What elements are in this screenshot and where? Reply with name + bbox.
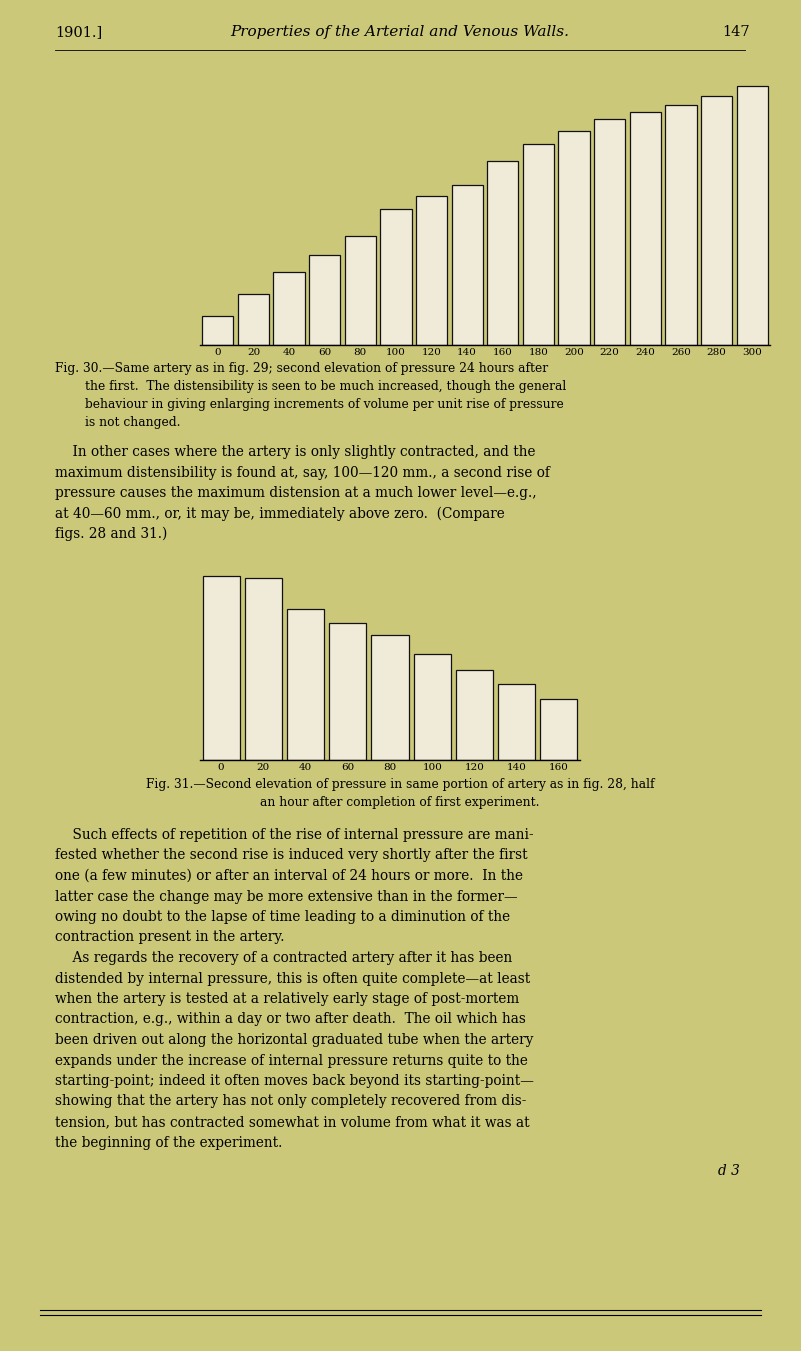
- Text: Fig. 30.—Same artery as in fig. 29; second elevation of pressure 24 hours after: Fig. 30.—Same artery as in fig. 29; seco…: [55, 362, 548, 376]
- Bar: [416, 196, 447, 345]
- Text: Such effects of repetition of the rise of internal pressure are mani-: Such effects of repetition of the rise o…: [55, 828, 533, 842]
- Bar: [701, 96, 732, 345]
- Text: distended by internal pressure, this is often quite complete—at least: distended by internal pressure, this is …: [55, 971, 530, 985]
- Bar: [380, 209, 412, 345]
- Bar: [630, 112, 661, 345]
- Text: tension, but has contracted somewhat in volume from what it was at: tension, but has contracted somewhat in …: [55, 1115, 529, 1129]
- Bar: [344, 235, 376, 345]
- Text: contraction, e.g., within a day or two after death.  The oil which has: contraction, e.g., within a day or two a…: [55, 1012, 526, 1027]
- Bar: [456, 670, 493, 761]
- Text: when the artery is tested at a relatively early stage of post-mortem: when the artery is tested at a relativel…: [55, 992, 519, 1006]
- Bar: [523, 143, 554, 345]
- Text: is not changed.: is not changed.: [85, 416, 180, 430]
- Bar: [498, 685, 535, 761]
- Bar: [202, 316, 233, 345]
- Text: pressure causes the maximum distension at a much lower level—e.g.,: pressure causes the maximum distension a…: [55, 486, 537, 500]
- Text: fested whether the second rise is induced very shortly after the first: fested whether the second rise is induce…: [55, 848, 528, 862]
- Text: owing no doubt to the lapse of time leading to a diminution of the: owing no doubt to the lapse of time lead…: [55, 911, 510, 924]
- Text: maximum distensibility is found at, say, 100—120 mm., a second rise of: maximum distensibility is found at, say,…: [55, 466, 549, 480]
- Text: at 40—60 mm., or, it may be, immediately above zero.  (Compare: at 40—60 mm., or, it may be, immediately…: [55, 507, 505, 521]
- Bar: [413, 654, 451, 761]
- Text: expands under the increase of internal pressure returns quite to the: expands under the increase of internal p…: [55, 1054, 528, 1067]
- Bar: [736, 85, 768, 345]
- Text: an hour after completion of first experiment.: an hour after completion of first experi…: [260, 796, 540, 809]
- Text: contraction present in the artery.: contraction present in the artery.: [55, 931, 284, 944]
- Bar: [309, 254, 340, 345]
- Text: In other cases where the artery is only slightly contracted, and the: In other cases where the artery is only …: [55, 444, 536, 459]
- Text: Fig. 31.—Second elevation of pressure in same portion of artery as in fig. 28, h: Fig. 31.—Second elevation of pressure in…: [146, 778, 654, 790]
- Bar: [594, 119, 626, 345]
- Bar: [452, 185, 483, 345]
- Text: Properties of the Arterial and Venous Walls.: Properties of the Arterial and Venous Wa…: [231, 26, 570, 39]
- Text: starting-point; indeed it often moves back beyond its starting-point—: starting-point; indeed it often moves ba…: [55, 1074, 534, 1088]
- Bar: [329, 623, 366, 761]
- Text: behaviour in giving enlarging increments of volume per unit rise of pressure: behaviour in giving enlarging increments…: [85, 399, 564, 411]
- Text: showing that the artery has not only completely recovered from dis-: showing that the artery has not only com…: [55, 1094, 526, 1109]
- Bar: [245, 578, 282, 761]
- Text: d 3: d 3: [718, 1165, 740, 1178]
- Bar: [287, 609, 324, 761]
- Bar: [541, 698, 578, 761]
- Text: figs. 28 and 31.): figs. 28 and 31.): [55, 527, 167, 542]
- Text: the beginning of the experiment.: the beginning of the experiment.: [55, 1135, 283, 1150]
- Bar: [203, 576, 239, 761]
- Bar: [666, 104, 697, 345]
- Bar: [558, 131, 590, 345]
- Text: As regards the recovery of a contracted artery after it has been: As regards the recovery of a contracted …: [55, 951, 513, 965]
- Text: the first.  The distensibility is seen to be much increased, though the general: the first. The distensibility is seen to…: [85, 380, 566, 393]
- Bar: [372, 635, 409, 761]
- Bar: [273, 272, 304, 345]
- Text: 1901.]: 1901.]: [55, 26, 103, 39]
- Text: latter case the change may be more extensive than in the former—: latter case the change may be more exten…: [55, 889, 517, 904]
- Bar: [487, 161, 518, 345]
- Text: one (a few minutes) or after an interval of 24 hours or more.  In the: one (a few minutes) or after an interval…: [55, 869, 523, 884]
- Bar: [238, 295, 269, 345]
- Text: 147: 147: [723, 26, 750, 39]
- Text: been driven out along the horizontal graduated tube when the artery: been driven out along the horizontal gra…: [55, 1034, 533, 1047]
